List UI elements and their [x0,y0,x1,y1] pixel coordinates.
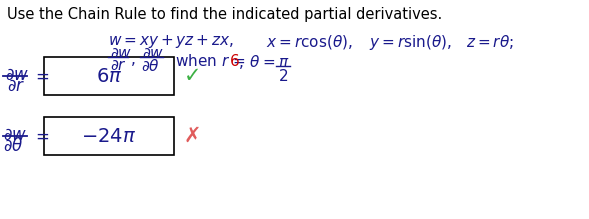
FancyBboxPatch shape [44,57,174,95]
Text: $-24\pi$: $-24\pi$ [81,127,137,145]
Text: $\partial w$: $\partial w$ [3,126,27,144]
Text: ✓: ✓ [184,66,201,86]
Text: $z = r\theta;$: $z = r\theta;$ [466,33,514,51]
Text: $2$: $2$ [278,68,288,84]
Text: $,\; \theta =$: $,\; \theta =$ [238,53,276,71]
Text: $=$: $=$ [32,127,49,145]
Text: $\partial w$: $\partial w$ [5,66,29,84]
Text: when $r\, =$: when $r\, =$ [175,53,246,69]
Text: ✗: ✗ [184,126,201,146]
Text: $\partial \theta$: $\partial \theta$ [3,137,24,155]
Text: $6\pi$: $6\pi$ [96,67,122,85]
Text: $,$: $,$ [130,53,135,68]
Text: $\pi$: $\pi$ [278,55,289,70]
Text: Use the Chain Rule to find the indicated partial derivatives.: Use the Chain Rule to find the indicated… [7,7,442,22]
Text: $\partial w$: $\partial w$ [142,46,164,61]
Text: $w = xy + yz + zx,$: $w = xy + yz + zx,$ [108,33,234,50]
Text: $=$: $=$ [32,67,49,85]
Text: $\partial \theta$: $\partial \theta$ [141,58,160,74]
Text: $\partial r$: $\partial r$ [7,77,25,95]
Text: $\partial w$: $\partial w$ [110,46,133,61]
Text: $6$: $6$ [229,53,240,69]
Text: $x = r\cos(\theta),$: $x = r\cos(\theta),$ [266,33,353,51]
Text: $\partial r$: $\partial r$ [110,58,127,73]
Text: $y = r\sin(\theta),$: $y = r\sin(\theta),$ [369,33,452,52]
FancyBboxPatch shape [44,117,174,155]
